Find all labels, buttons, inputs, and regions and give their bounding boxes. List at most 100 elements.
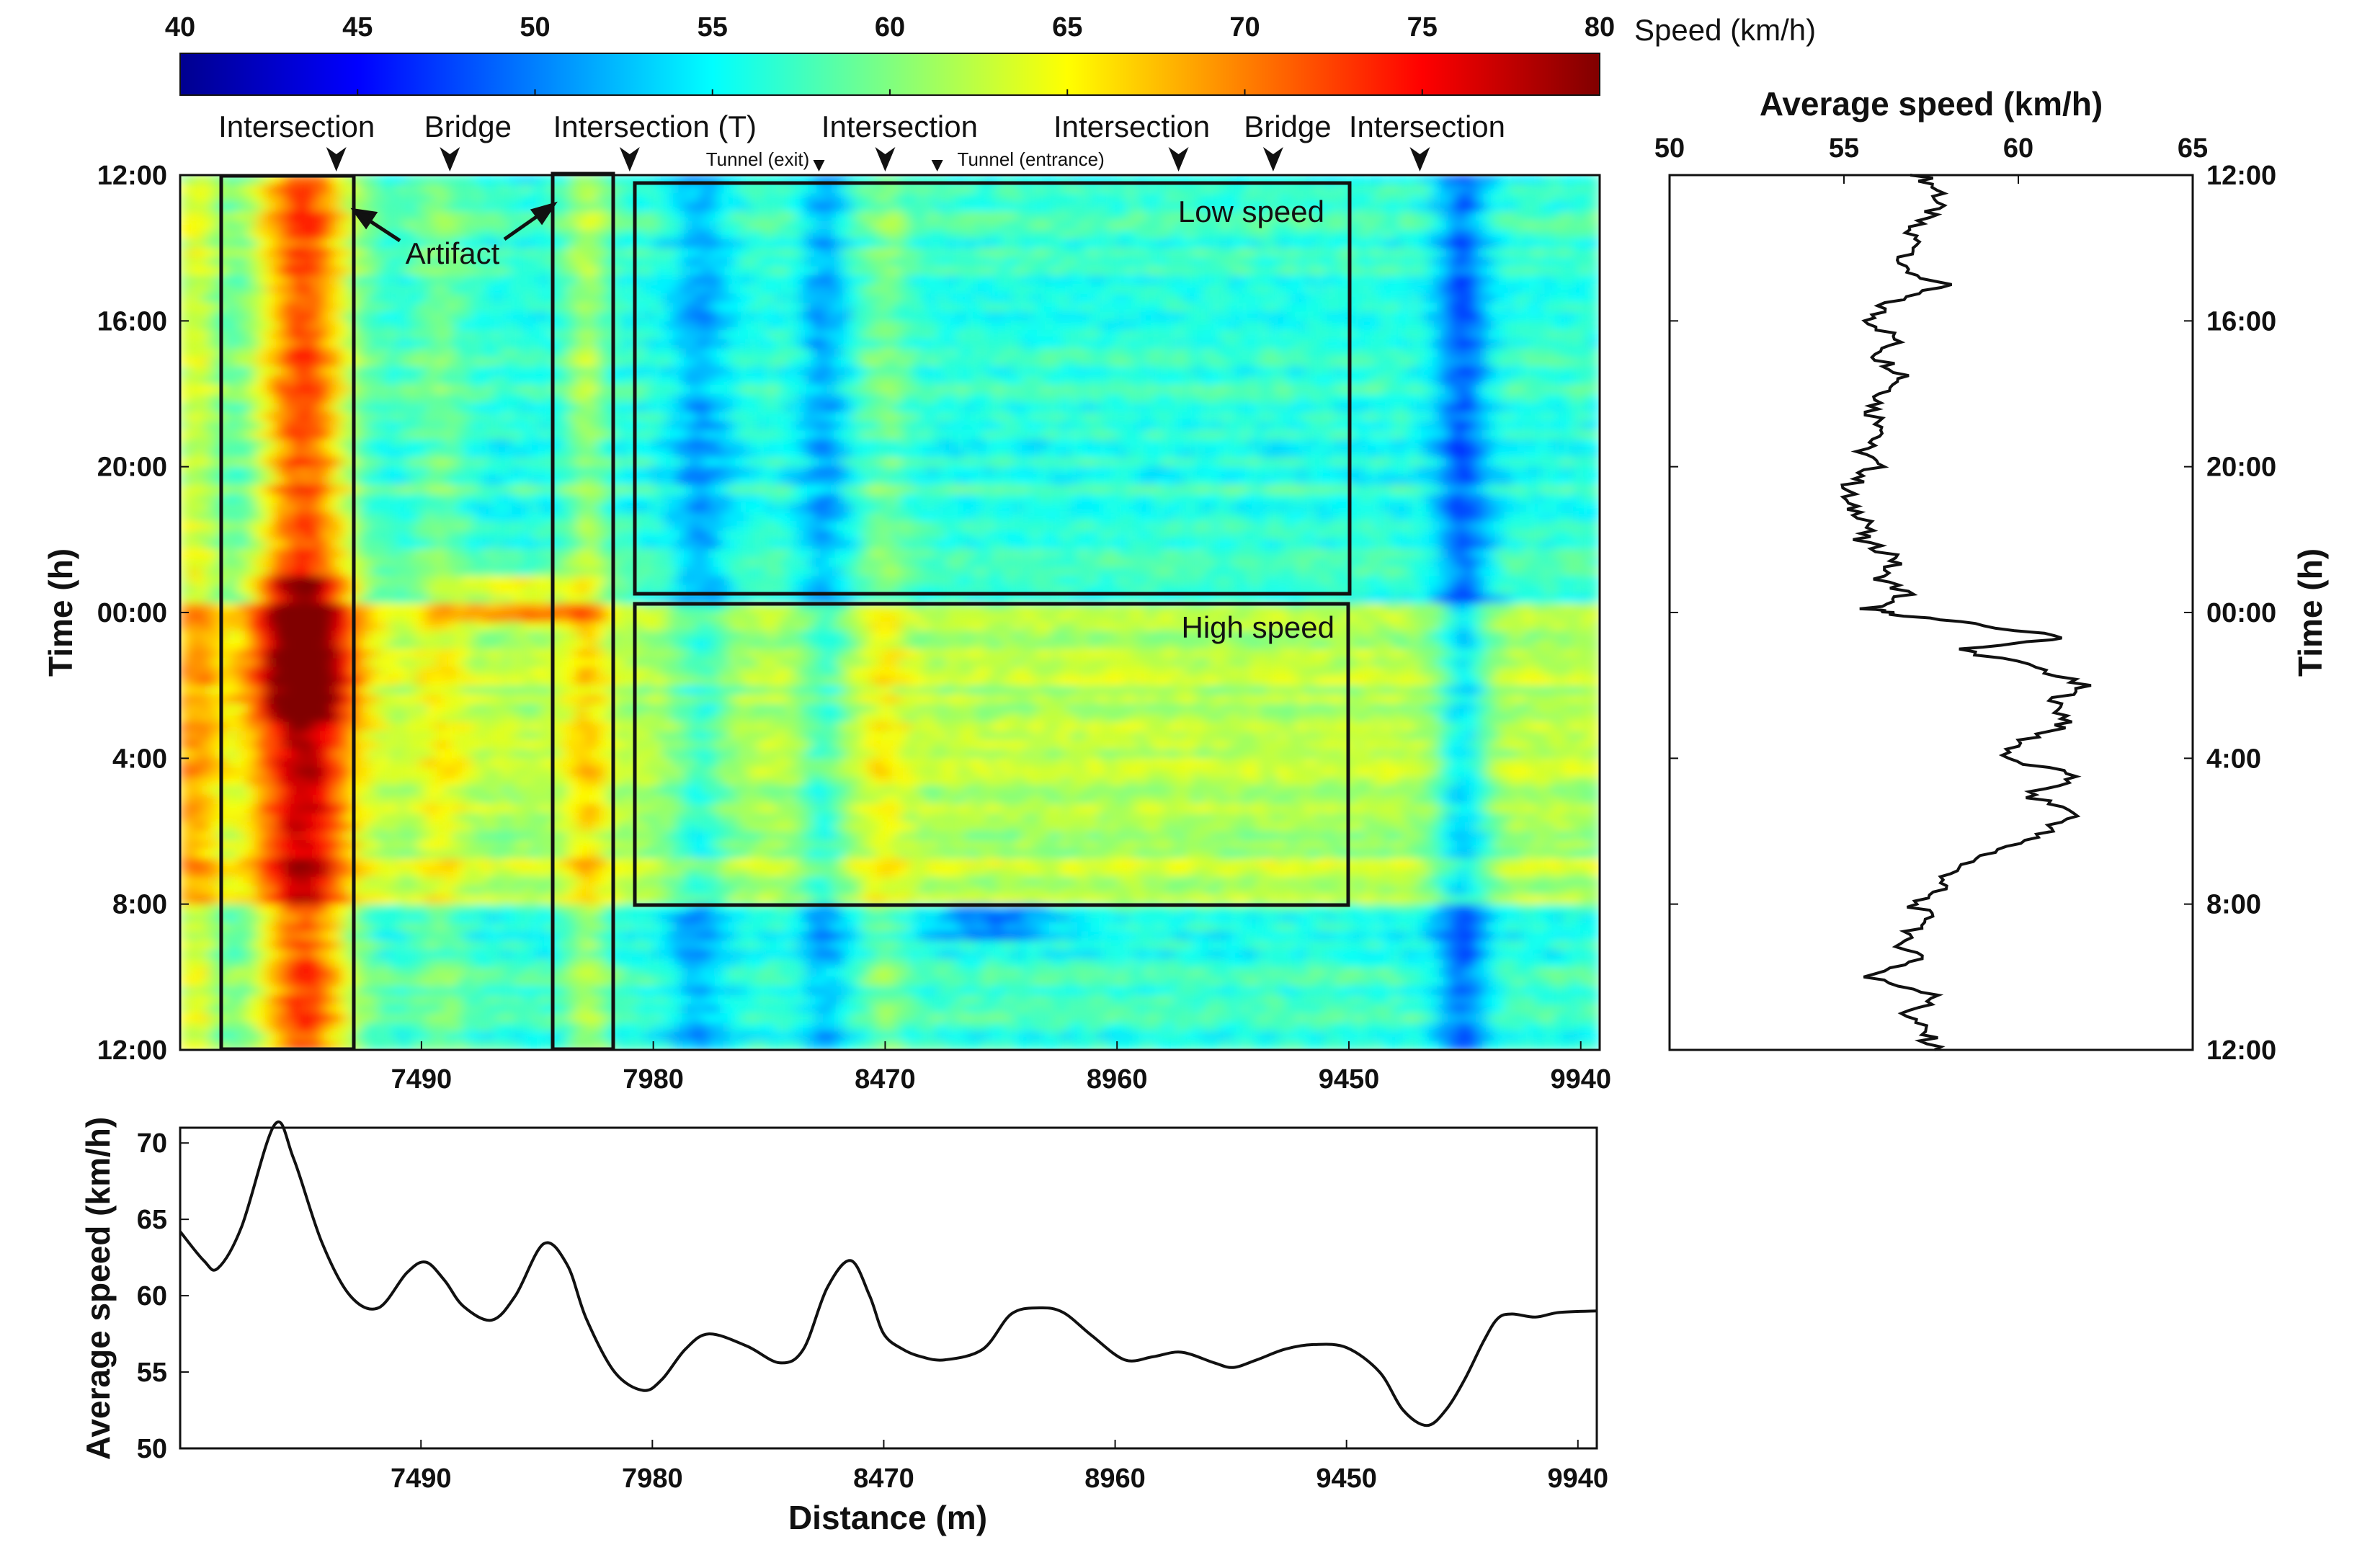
heatmap-cell — [388, 239, 398, 249]
heatmap-cell — [416, 375, 427, 386]
heatmap-cell — [1022, 248, 1033, 258]
heatmap-cell — [435, 357, 446, 368]
heatmap-cell — [1051, 275, 1061, 285]
heatmap-cell — [975, 458, 986, 468]
heatmap-cell — [1561, 329, 1572, 340]
heatmap-cell — [454, 257, 465, 267]
heatmap-cell — [1249, 411, 1260, 422]
heatmap-cell — [464, 275, 474, 285]
heatmap-cell — [596, 266, 607, 276]
heatmap-cell — [1259, 248, 1270, 258]
heatmap-cell — [1032, 229, 1042, 240]
heatmap-cell — [236, 293, 247, 303]
heatmap-cell — [909, 348, 919, 358]
heatmap-cell — [312, 266, 323, 276]
heatmap-cell — [1051, 439, 1061, 450]
heatmap-cell — [653, 411, 664, 422]
heatmap-cell — [208, 439, 219, 450]
heatmap-cell — [719, 366, 730, 377]
heatmap-cell — [729, 266, 739, 276]
heatmap-cell — [1476, 366, 1487, 377]
heatmap-cell — [1249, 211, 1260, 222]
heatmap-cell — [1154, 348, 1165, 358]
heatmap-cell — [1410, 257, 1421, 267]
heatmap-cell — [540, 175, 550, 185]
heatmap-cell — [540, 348, 550, 358]
heatmap-cell — [275, 303, 285, 313]
heatmap-cell — [1268, 403, 1279, 413]
heatmap-cell — [303, 293, 313, 303]
heatmap-cell — [540, 229, 550, 240]
heatmap-cell — [842, 384, 853, 395]
heatmap-cell — [1401, 202, 1412, 213]
heatmap-cell — [520, 211, 531, 222]
heatmap-cell — [1051, 403, 1061, 413]
heatmap-cell — [341, 384, 352, 395]
heatmap-cell — [284, 458, 295, 468]
heatmap-cell — [729, 229, 739, 240]
heatmap-cell — [1211, 466, 1222, 477]
heatmap-cell — [1429, 293, 1440, 303]
heatmap-cell — [1438, 366, 1449, 377]
heatmap-cell — [691, 202, 702, 213]
heatmap-cell — [852, 458, 863, 468]
heatmap-cell — [880, 375, 891, 386]
heatmap-cell — [199, 384, 210, 395]
colorbar-tick-label: 70 — [1229, 12, 1260, 43]
heatmap-cell — [1552, 202, 1563, 213]
heatmap-cell — [398, 193, 408, 203]
heatmap-cell — [814, 311, 824, 322]
heatmap-cell — [1022, 421, 1033, 431]
heatmap-cell — [1306, 220, 1316, 231]
heatmap-cell — [899, 458, 910, 468]
heatmap-cell — [1448, 348, 1458, 358]
heatmap-cell — [710, 229, 721, 240]
heatmap-cell — [634, 184, 645, 195]
heatmap-cell — [842, 458, 853, 468]
heatmap-cell — [540, 439, 550, 450]
heatmap-cell — [1325, 339, 1336, 349]
heatmap-cell — [426, 366, 437, 377]
heatmap-cell — [1296, 202, 1307, 213]
heatmap-cell — [1003, 448, 1014, 458]
heatmap-cell — [1069, 411, 1080, 422]
heatmap-cell — [880, 448, 891, 458]
heatmap-cell — [180, 220, 190, 231]
heatmap-cell — [918, 293, 929, 303]
heatmap-cell — [587, 266, 597, 276]
heatmap-cell — [426, 293, 437, 303]
heatmap-cell — [710, 193, 721, 203]
heatmap-cell — [918, 348, 929, 358]
heatmap-cell — [955, 339, 966, 349]
heatmap-cell — [1325, 229, 1336, 240]
heatmap-cell — [322, 348, 332, 358]
heatmap-cell — [1108, 193, 1118, 203]
heatmap-cell — [643, 393, 654, 404]
heatmap-cell — [445, 248, 455, 258]
heatmap-cell — [1287, 321, 1298, 331]
heatmap-cell — [1041, 375, 1052, 386]
heatmap-cell — [1051, 202, 1061, 213]
heatmap-cell — [246, 448, 257, 458]
heatmap-cell — [1391, 303, 1402, 313]
heatmap-cell — [1458, 202, 1468, 213]
heatmap-cell — [558, 411, 569, 422]
heatmap-cell — [700, 448, 711, 458]
heatmap-cell — [1051, 211, 1061, 222]
heatmap-cell — [1183, 184, 1194, 195]
heatmap-cell — [1069, 329, 1080, 340]
heatmap-cell — [236, 257, 247, 267]
heatmap-cell — [1438, 248, 1449, 258]
heatmap-cell — [312, 220, 323, 231]
heatmap-cell — [1164, 384, 1175, 395]
heatmap-cell — [227, 393, 238, 404]
heatmap-cell — [369, 229, 380, 240]
heatmap-cell — [909, 248, 919, 258]
heatmap-cell — [398, 411, 408, 422]
heatmap-cell — [540, 448, 550, 458]
heatmap-cell — [767, 266, 778, 276]
heatmap-cell — [483, 357, 494, 368]
heatmap-cell — [1448, 466, 1458, 477]
heatmap-cell — [1202, 393, 1213, 404]
heatmap-cell — [1126, 303, 1137, 313]
